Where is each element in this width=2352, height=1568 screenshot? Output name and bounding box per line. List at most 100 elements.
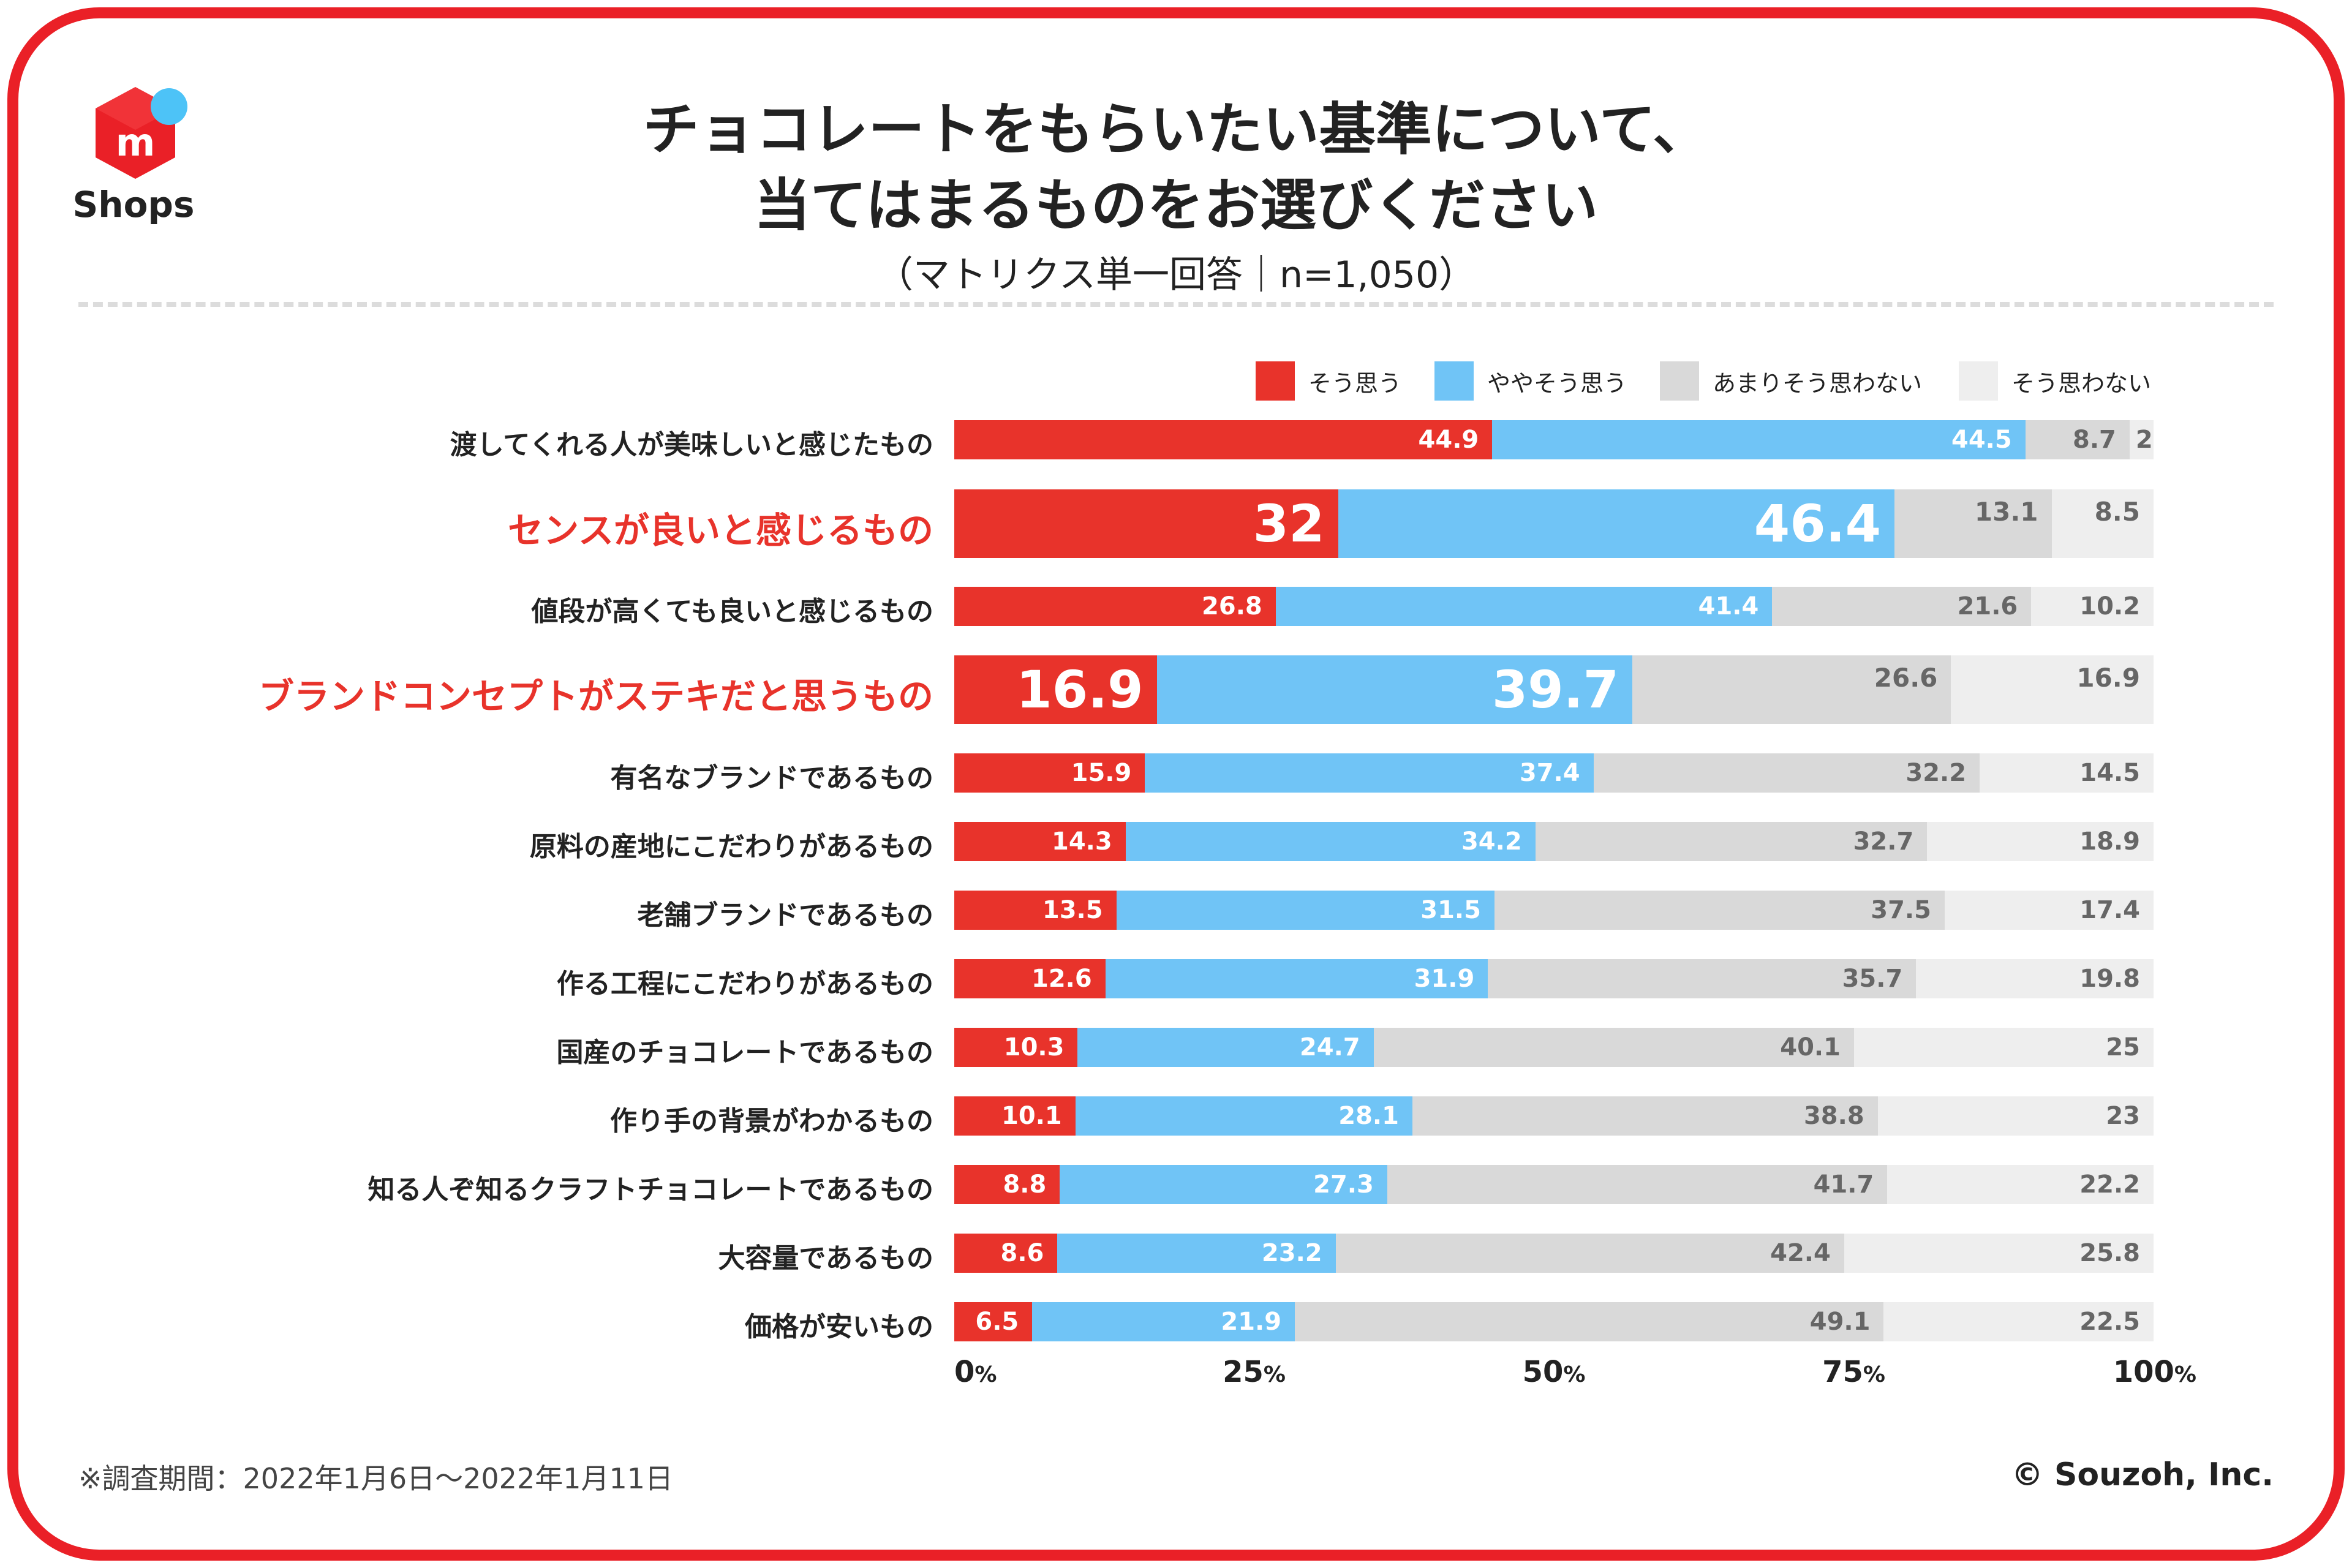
bar-value-label: 41.4 <box>1698 592 1759 620</box>
bar-value-label: 39.7 <box>1491 660 1619 720</box>
bar-segment: 10.1 <box>954 1096 1076 1136</box>
legend-item-1: そう思う <box>1256 361 1401 401</box>
bar-value-label: 38.8 <box>1803 1102 1864 1130</box>
row-label: センスが良いと感じるもの <box>508 510 933 551</box>
bar-value-label: 42.4 <box>1770 1239 1831 1267</box>
row-label: 値段が高くても良いと感じるもの <box>531 596 933 627</box>
bar-value-label: 24.7 <box>1299 1033 1360 1061</box>
bar-segment: 21.9 <box>1032 1302 1295 1341</box>
row-label: 渡してくれる人が美味しいと感じたもの <box>450 429 933 461</box>
mercari-shops-logo: m <box>96 87 187 179</box>
row-label: 国産のチョコレートであるもの <box>556 1037 933 1068</box>
bar-segment: 13.1 <box>1894 489 2052 558</box>
row-label: 作る工程にこだわりがあるもの <box>556 968 933 1000</box>
bar-segment: 17.4 <box>1944 891 2154 930</box>
bar-value-label: 35.7 <box>1842 965 1903 993</box>
bar-value-label: 12.6 <box>1031 965 1092 993</box>
bar-segment: 40.1 <box>1373 1028 1854 1067</box>
bar-value-label: 8.6 <box>1000 1239 1044 1267</box>
x-tick-label: 100% <box>2113 1355 2196 1389</box>
bar-segment: 14.3 <box>954 822 1126 861</box>
bar-segment: 14.5 <box>1980 753 2154 793</box>
bar-value-label: 13.5 <box>1042 896 1103 924</box>
bar-value-label: 8.8 <box>1003 1170 1047 1199</box>
legend-swatch <box>1959 361 1998 401</box>
bar-segment: 44.5 <box>1492 420 2026 459</box>
bar-value-label: 8.7 <box>2073 426 2116 454</box>
bar-value-label: 10.2 <box>2079 592 2140 620</box>
bar-value-label: 28.1 <box>1338 1102 1399 1130</box>
bar-value-label: 23 <box>2106 1102 2140 1130</box>
card-frame <box>7 7 2345 1561</box>
row-label: 老舗ブランドであるもの <box>637 900 933 931</box>
bar-segment: 8.8 <box>954 1165 1060 1204</box>
bar-segment: 31.5 <box>1116 891 1494 930</box>
x-tick-number: 25 <box>1223 1355 1264 1389</box>
bar-segment: 2 <box>2129 420 2154 459</box>
legend-item-2: ややそう思う <box>1434 361 1627 401</box>
bar-value-label: 10.3 <box>1003 1033 1065 1061</box>
survey-period-note: ※調査期間：2022年1月6日〜2022年1月11日 <box>78 1462 674 1495</box>
bar-segment: 41.7 <box>1387 1165 1888 1204</box>
bar-value-label: 32.2 <box>1905 759 1967 787</box>
legend-label: あまりそう思わない <box>1713 369 1923 397</box>
bar-segment: 25.8 <box>1844 1234 2154 1273</box>
bar-value-label: 32.7 <box>1853 827 1914 856</box>
chart-title-line2: 当てはまるものをお選びください <box>753 173 1599 238</box>
bar-segment: 32 <box>954 489 1338 558</box>
bar-segment: 31.9 <box>1105 959 1488 998</box>
bar-segment: 28.1 <box>1075 1096 1412 1136</box>
bar-segment: 44.9 <box>954 420 1493 459</box>
bar-value-label: 26.6 <box>1874 663 1938 693</box>
x-tick-unit: % <box>974 1362 997 1387</box>
row-label: 価格が安いもの <box>745 1311 933 1343</box>
bar-segment: 21.6 <box>1772 587 2032 626</box>
bar-segment: 10.2 <box>2031 587 2154 626</box>
bar-value-label: 41.7 <box>1813 1170 1874 1199</box>
bar-value-label: 14.3 <box>1052 827 1112 856</box>
bar-value-label: 37.5 <box>1871 896 1931 924</box>
bar-value-label: 19.8 <box>2079 965 2140 993</box>
x-tick-number: 75 <box>1822 1355 1863 1389</box>
bar-segment: 32.2 <box>1593 753 1980 793</box>
legend-item-4: そう思わない <box>1959 361 2151 401</box>
legend-swatch <box>1256 361 1295 401</box>
bar-segment: 18.9 <box>1927 822 2154 861</box>
copyright: © Souzoh, Inc. <box>2011 1457 2274 1493</box>
bar-value-label: 46.4 <box>1754 494 1882 554</box>
row-label: 大容量であるもの <box>718 1243 933 1274</box>
x-tick-label: 0% <box>954 1355 997 1389</box>
logo-mark: m <box>116 120 156 165</box>
bar-segment: 24.7 <box>1077 1028 1374 1067</box>
bar-segment: 49.1 <box>1295 1302 1884 1341</box>
bar-value-label: 25 <box>2106 1033 2140 1061</box>
bar-value-label: 26.8 <box>1202 592 1262 620</box>
bar-segment: 10.3 <box>954 1028 1078 1067</box>
bar-value-label: 44.5 <box>1951 426 2012 454</box>
bar-value-label: 22.5 <box>2079 1308 2140 1336</box>
logo-dot <box>151 88 187 125</box>
bar-value-label: 18.9 <box>2079 827 2140 856</box>
bar-value-label: 10.1 <box>1001 1102 1062 1130</box>
bar-segment: 32.7 <box>1535 822 1928 861</box>
bar-value-label: 15.9 <box>1071 759 1132 787</box>
legend-label: そう思う <box>1308 369 1402 397</box>
bar-segment: 23.2 <box>1057 1234 1336 1273</box>
row-label: 原料の産地にこだわりがあるもの <box>529 831 933 862</box>
x-tick-number: 0 <box>954 1355 975 1389</box>
bar-segment: 42.4 <box>1335 1234 1844 1273</box>
row-label: 有名なブランドであるもの <box>610 763 933 794</box>
x-tick-unit: % <box>1263 1362 1286 1387</box>
bar-segment: 26.8 <box>954 587 1276 626</box>
bar-segment: 22.2 <box>1887 1165 2154 1204</box>
bar-segment: 8.5 <box>2051 489 2154 558</box>
bar-segment: 8.6 <box>954 1234 1058 1273</box>
bar-value-label: 40.1 <box>1780 1033 1841 1061</box>
bar-segment: 37.5 <box>1494 891 1945 930</box>
legend-swatch <box>1660 361 1699 401</box>
bar-value-label: 27.3 <box>1313 1170 1374 1199</box>
legend-label: ややそう思う <box>1487 369 1627 397</box>
bar-segment: 8.7 <box>2025 420 2130 459</box>
bar-value-label: 25.8 <box>2079 1239 2140 1267</box>
legend-item-3: あまりそう思わない <box>1660 361 1922 401</box>
